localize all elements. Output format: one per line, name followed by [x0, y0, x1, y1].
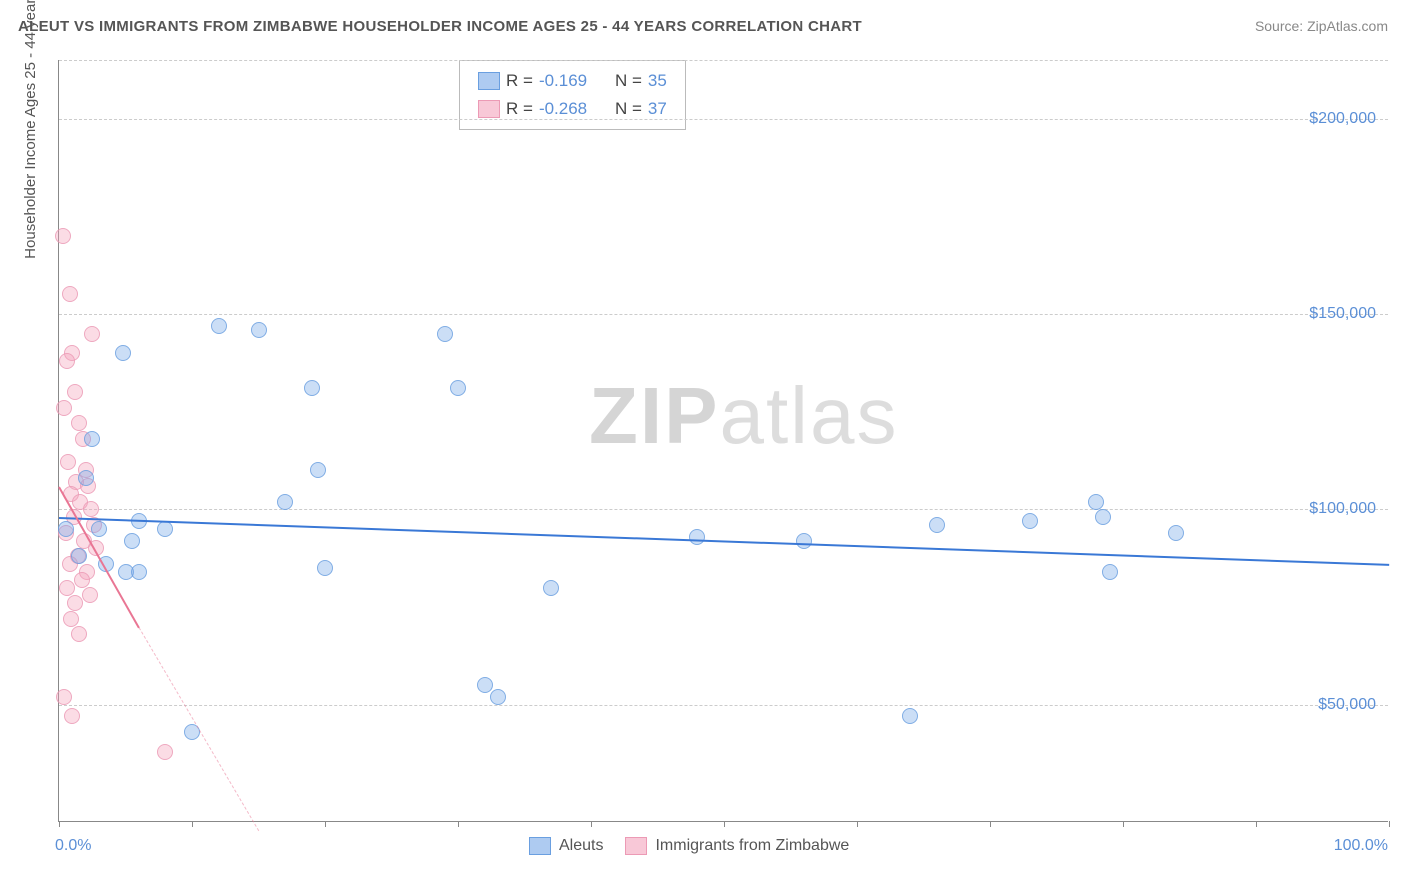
x-tick	[325, 821, 326, 827]
gridline-h	[59, 314, 1388, 315]
series-legend: Aleuts Immigrants from Zimbabwe	[529, 837, 849, 855]
scatter-point	[157, 744, 173, 760]
gridline-h	[59, 705, 1388, 706]
scatter-point	[1022, 513, 1038, 529]
trend-line	[138, 627, 259, 831]
scatter-point	[60, 454, 76, 470]
watermark-atlas: atlas	[719, 371, 898, 460]
r-label: R =	[506, 71, 533, 91]
scatter-point	[78, 470, 94, 486]
scatter-point	[71, 415, 87, 431]
r-value-aleuts: -0.169	[539, 71, 609, 91]
gridline-h	[59, 119, 1388, 120]
x-tick-label: 100.0%	[1334, 837, 1388, 855]
watermark-zip: ZIP	[589, 371, 719, 460]
stats-row-aleuts: R = -0.169 N = 35	[478, 67, 667, 95]
scatter-point	[1088, 494, 1104, 510]
gridline-h	[59, 509, 1388, 510]
scatter-point	[1168, 525, 1184, 541]
scatter-point	[689, 529, 705, 545]
scatter-point	[310, 462, 326, 478]
scatter-point	[55, 228, 71, 244]
source-prefix: Source:	[1255, 18, 1307, 34]
scatter-point	[902, 708, 918, 724]
x-tick-label: 0.0%	[55, 837, 91, 855]
scatter-point	[317, 560, 333, 576]
legend-item-zimbabwe: Immigrants from Zimbabwe	[625, 837, 849, 855]
y-axis-title: Householder Income Ages 25 - 44 years	[22, 0, 39, 350]
plot-area: ZIPatlas R = -0.169 N = 35 R = -0.268 N …	[58, 60, 1388, 822]
scatter-point	[450, 380, 466, 396]
x-tick	[458, 821, 459, 827]
n-value-zimbabwe: 37	[648, 99, 667, 119]
gridline-h	[59, 60, 1388, 61]
trend-line	[59, 517, 1389, 566]
scatter-point	[84, 431, 100, 447]
scatter-point	[437, 326, 453, 342]
scatter-point	[84, 326, 100, 342]
x-tick	[1256, 821, 1257, 827]
x-tick	[1389, 821, 1390, 827]
scatter-point	[477, 677, 493, 693]
scatter-point	[929, 517, 945, 533]
swatch-blue-icon	[529, 837, 551, 855]
scatter-point	[82, 587, 98, 603]
x-tick	[724, 821, 725, 827]
scatter-point	[56, 689, 72, 705]
n-label: N =	[615, 99, 642, 119]
scatter-point	[62, 286, 78, 302]
y-tick-label: $100,000	[1309, 500, 1376, 518]
scatter-point	[1102, 564, 1118, 580]
scatter-point	[124, 533, 140, 549]
scatter-point	[1095, 509, 1111, 525]
scatter-point	[63, 611, 79, 627]
r-value-zimbabwe: -0.268	[539, 99, 609, 119]
scatter-point	[83, 501, 99, 517]
scatter-point	[59, 353, 75, 369]
scatter-point	[58, 521, 74, 537]
x-tick	[192, 821, 193, 827]
swatch-pink-icon	[478, 100, 500, 118]
x-tick	[990, 821, 991, 827]
x-tick	[59, 821, 60, 827]
source-link[interactable]: ZipAtlas.com	[1307, 18, 1388, 34]
x-tick	[591, 821, 592, 827]
y-tick-label: $50,000	[1318, 696, 1376, 714]
legend-item-aleuts: Aleuts	[529, 837, 603, 855]
source-attribution: Source: ZipAtlas.com	[1255, 18, 1388, 34]
legend-label-zimbabwe: Immigrants from Zimbabwe	[655, 837, 849, 855]
scatter-point	[67, 384, 83, 400]
scatter-point	[251, 322, 267, 338]
scatter-point	[543, 580, 559, 596]
scatter-point	[490, 689, 506, 705]
n-value-aleuts: 35	[648, 71, 667, 91]
scatter-point	[71, 626, 87, 642]
legend-label-aleuts: Aleuts	[559, 837, 603, 855]
y-tick-label: $150,000	[1309, 305, 1376, 323]
scatter-point	[115, 345, 131, 361]
scatter-point	[71, 548, 87, 564]
scatter-point	[304, 380, 320, 396]
scatter-point	[64, 708, 80, 724]
scatter-point	[59, 580, 75, 596]
y-tick-label: $200,000	[1309, 110, 1376, 128]
scatter-point	[277, 494, 293, 510]
scatter-point	[796, 533, 812, 549]
n-label: N =	[615, 71, 642, 91]
x-tick	[857, 821, 858, 827]
scatter-point	[67, 595, 83, 611]
scatter-point	[56, 400, 72, 416]
scatter-point	[74, 572, 90, 588]
scatter-point	[211, 318, 227, 334]
r-label: R =	[506, 99, 533, 119]
swatch-pink-icon	[625, 837, 647, 855]
scatter-point	[157, 521, 173, 537]
chart-container: ALEUT VS IMMIGRANTS FROM ZIMBABWE HOUSEH…	[0, 0, 1406, 892]
scatter-point	[131, 564, 147, 580]
x-tick	[1123, 821, 1124, 827]
scatter-point	[91, 521, 107, 537]
watermark: ZIPatlas	[589, 370, 898, 462]
chart-title: ALEUT VS IMMIGRANTS FROM ZIMBABWE HOUSEH…	[18, 18, 862, 35]
swatch-blue-icon	[478, 72, 500, 90]
